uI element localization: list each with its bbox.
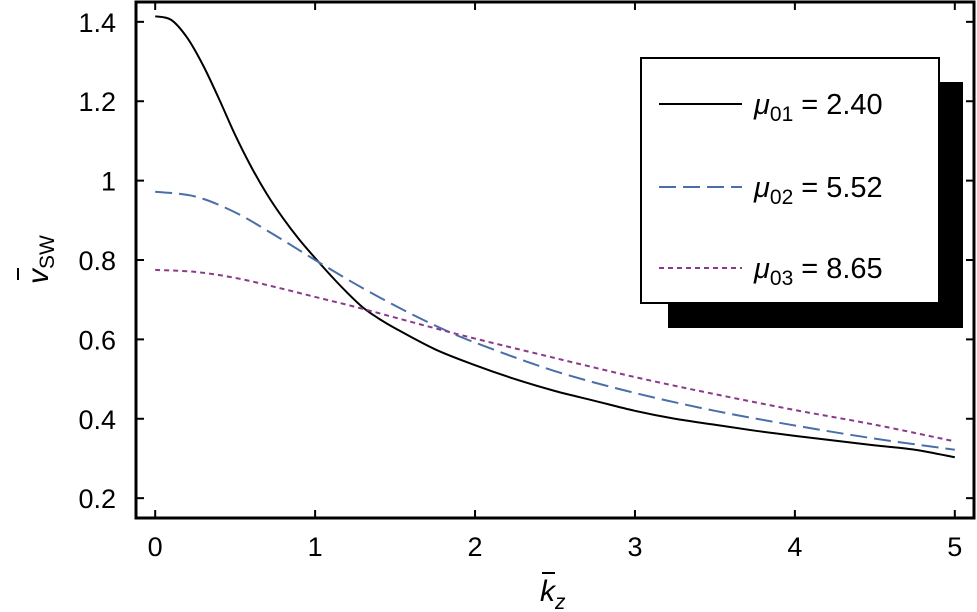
series-line-2	[155, 190, 955, 451]
x-tick-label: 2	[468, 532, 483, 562]
x-tick-label: 4	[787, 532, 802, 562]
x-tick-label: 3	[627, 532, 642, 562]
series-line-1	[154, 15, 955, 459]
series-layer	[154, 15, 956, 459]
x-tick-label: 1	[308, 532, 323, 562]
legend-subscript: 03	[770, 267, 793, 290]
legend-label-1: μ01 = 2.40	[753, 89, 883, 126]
legend-symbol: μ	[753, 89, 770, 121]
legend-value: = 8.65	[801, 253, 882, 285]
y-axis-label: vSW	[17, 235, 59, 284]
series-line-3	[155, 268, 956, 443]
y-tick-label: 1	[101, 167, 116, 197]
legend-subscript: 01	[770, 103, 793, 126]
legend-symbol: μ	[753, 172, 770, 204]
legend-box	[640, 57, 940, 304]
x-axis-label-sub: z	[554, 591, 566, 612]
x-tick-label: 5	[947, 532, 962, 562]
y-tick-label: 0.8	[78, 246, 116, 276]
y-axis-label-main: v	[22, 267, 55, 284]
y-axis-label-sub: SW	[36, 235, 59, 269]
legend-label-3: μ03 = 8.65	[753, 253, 883, 290]
legend-value: = 2.40	[801, 89, 882, 121]
x-axis-label-text: kz	[540, 575, 566, 612]
legend-label-2: μ02 = 5.52	[753, 172, 883, 209]
legend-value: = 5.52	[801, 172, 882, 204]
legend-subscript: 02	[770, 186, 793, 209]
legend-symbol: μ	[753, 253, 770, 285]
y-tick-label: 0.4	[78, 405, 116, 435]
ticks: 0 1 2 3 4 50.20.40.60.811.21.4	[78, 2, 974, 562]
y-tick-label: 0.6	[78, 325, 116, 355]
x-axis-label: kz	[540, 572, 566, 612]
x-tick-label: 0	[148, 532, 163, 562]
y-tick-label: 0.2	[78, 484, 116, 514]
y-tick-label: 1.4	[78, 8, 116, 38]
x-axis-label-main: k	[540, 575, 557, 608]
y-tick-label: 1.2	[78, 87, 116, 117]
y-axis-label-text: vSW	[22, 235, 59, 284]
